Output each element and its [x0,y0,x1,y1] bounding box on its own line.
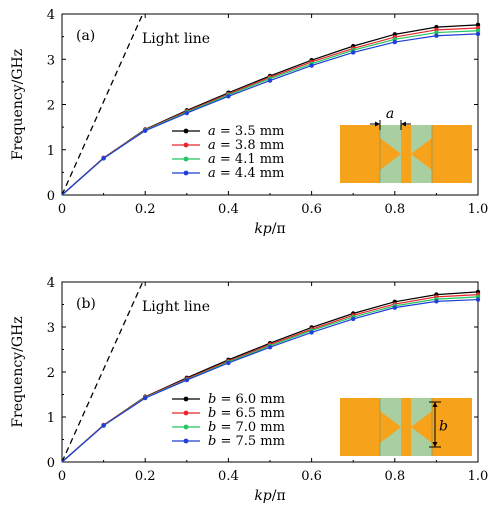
dimension-b-marker [429,401,441,448]
inset-dimension-label: b [439,419,448,435]
data-point [226,360,231,366]
y-tick-label: 3 [47,321,55,336]
data-point [143,395,148,401]
x-tick-label: 1.0 [468,202,489,217]
y-tick-label: 4 [47,276,55,291]
legend-marker [183,170,189,176]
data-point [184,377,189,383]
legend-entry: b = 7.0 mm [208,420,285,435]
data-point [184,110,189,116]
x-tick-label: 0.4 [218,202,239,217]
data-point [226,94,231,99]
data-point [101,423,106,428]
legend-entry: b = 6.0 mm [208,392,285,407]
data-point [351,316,356,322]
data-point [309,330,314,335]
legend-marker [183,438,189,444]
data-point [309,63,314,68]
y-tick-label: 1 [47,144,55,159]
x-axis-label: kp/π [254,221,285,237]
panel-label: (a) [76,28,95,44]
panel-a: 0 0.2 0.4 0.6 0.8 1.0 0 1 2 3 4 Frequency/GHz kp/π (a… [10,8,488,237]
x-tick-label: 0.4 [218,469,239,484]
dimension-a-marker [370,120,411,130]
y-tick-label: 1 [47,411,55,426]
data-point [475,31,481,37]
x-axis-label: kp/π [254,488,285,504]
x-tick-label: 0.6 [301,202,322,217]
y-tick-label: 2 [47,366,55,381]
y-axis-label: Frequency/GHz [10,316,26,427]
data-point [101,156,106,161]
data-point [475,297,481,302]
legend-entry: a = 3.5 mm [208,124,284,139]
legend-marker [183,410,189,416]
x-tick-label: 0 [58,469,66,484]
inset-dimension-label: a [386,106,394,122]
y-tick-label: 0 [47,189,55,204]
light-line [62,282,144,462]
light-line [62,14,144,195]
x-tick-label: 0.6 [301,469,322,484]
y-tick-label: 3 [47,53,55,68]
data-point [351,50,356,55]
data-point [434,33,439,38]
inset-unit-cell [340,398,472,456]
legend-marker [183,156,189,162]
data-point [267,78,273,83]
x-tick-label: 0.2 [135,469,156,484]
y-tick-label: 0 [47,456,55,471]
data-point [434,299,439,304]
legend-marker [183,128,189,134]
data-point [434,30,439,35]
data-point [267,345,273,350]
y-tick-label: 4 [47,8,55,23]
data-point [475,28,481,33]
data-point [475,22,481,28]
x-tick-label: 0.2 [135,202,156,217]
light-line-label: Light line [142,31,210,47]
data-point [392,39,397,45]
legend-entry: a = 4.1 mm [208,152,284,167]
panel-b: 0 0.2 0.4 0.6 0.8 1.0 0 1 2 3 4 Frequency/GHz kp/π (b… [10,276,488,504]
y-axis-label: Frequency/GHz [10,49,26,160]
x-tick-label: 0.8 [384,202,405,217]
legend-entry: a = 3.8 mm [208,138,284,153]
panel-label: (b) [76,296,96,312]
x-tick-label: 1.0 [468,469,489,484]
x-tick-label: 0.8 [384,469,405,484]
legend-marker [183,396,189,402]
legend-entry: a = 4.4 mm [208,166,284,181]
legend-entry: b = 6.5 mm [208,406,285,421]
data-point [143,128,148,133]
data-point [392,305,397,310]
legend-marker [183,424,189,430]
y-tick-label: 2 [47,99,55,114]
legend-entry: b = 7.5 mm [208,434,285,449]
light-line-label: Light line [142,299,210,315]
inset-unit-cell [340,125,472,183]
legend-marker [183,142,189,148]
x-tick-label: 0 [58,202,66,217]
